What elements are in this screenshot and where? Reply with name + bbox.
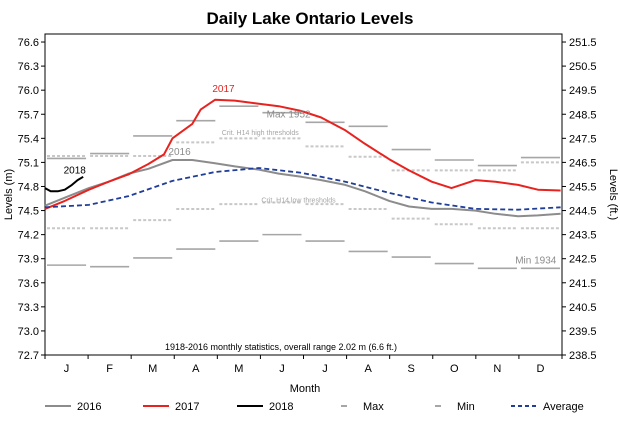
y-tick-label-left: 76.6 [18, 37, 39, 49]
y-tick-label-right: 243.5 [569, 230, 597, 242]
x-tick-label: F [106, 363, 113, 375]
y-tick-label-right: 244.5 [569, 206, 597, 218]
legend-label: 2016 [77, 401, 101, 413]
chart-title: Daily Lake Ontario Levels [207, 9, 414, 28]
x-tick-label: J [279, 363, 285, 375]
x-tick-label: A [192, 363, 200, 375]
y-tick-label-right: 251.5 [569, 37, 597, 49]
series-line-2018 [44, 175, 84, 193]
x-tick-label: J [322, 363, 328, 375]
label-2016: 2016 [168, 147, 191, 158]
y-tick-label-left: 75.1 [18, 157, 39, 169]
y-tick-label-left: 73.3 [18, 302, 39, 314]
y-tick-label-right: 241.5 [569, 278, 597, 290]
monthly-statistics [47, 105, 560, 270]
legend-label: Min [457, 401, 475, 413]
y-tick-label-left: 74.5 [18, 206, 39, 218]
y-tick-label-left: 74.8 [18, 181, 39, 193]
x-tick-label: A [364, 363, 372, 375]
y-tick-label-left: 73.0 [18, 326, 39, 338]
y-tick-label-left: 75.4 [18, 133, 39, 145]
y-tick-label-right: 246.5 [569, 157, 597, 169]
footnote: 1918-2016 monthly statistics, overall ra… [165, 342, 397, 352]
legend-label: Max [363, 401, 384, 413]
series-line-2017 [44, 98, 561, 210]
x-tick-label: O [450, 363, 459, 375]
y-axis-label-left: Levels (m) [3, 169, 15, 220]
y-tick-label-left: 72.7 [18, 350, 39, 362]
series-line-average [44, 167, 561, 211]
label-max-1952: Max 1952 [267, 109, 311, 120]
label-2017: 2017 [212, 84, 235, 95]
label-min-1934: Min 1934 [515, 256, 557, 267]
y-tick-label-right: 247.5 [569, 133, 597, 145]
y-tick-label-right: 242.5 [569, 254, 597, 266]
y-tick-label-left: 75.7 [18, 109, 39, 121]
x-tick-label: J [64, 363, 70, 375]
x-tick-label: D [536, 363, 544, 375]
y-tick-label-right: 249.5 [569, 85, 597, 97]
x-tick-label: N [493, 363, 501, 375]
legend-label: Average [543, 401, 584, 413]
series-line-2016 [44, 159, 561, 218]
y-tick-label-right: 245.5 [569, 181, 597, 193]
x-tick-label: M [234, 363, 243, 375]
label-2018: 2018 [64, 166, 87, 177]
left-axis: 72.7 73.0 73.3 73.6 73.9 74.2 74.5 74.8 75.1 75.4… [18, 37, 45, 362]
y-tick-label-left: 76.0 [18, 85, 39, 97]
legend-label: 2017 [175, 401, 199, 413]
y-tick-label-left: 74.2 [18, 230, 39, 242]
y-tick-label-right: 239.5 [569, 326, 597, 338]
y-axis-label-right: Levels (ft.) [607, 169, 619, 220]
label-crit-low: Crit. H14 low thresholds [261, 198, 336, 205]
annotations: 2017 2016 2018 Max 1952 Crit. H14 high thres… [64, 84, 557, 352]
right-axis: 238.5 239.5 240.5 241.5 242.5 243.5 244.5 245.5… [562, 37, 597, 362]
x-axis-label: Month [290, 383, 321, 395]
y-tick-label-left: 73.9 [18, 254, 39, 266]
plot-area [44, 33, 563, 356]
y-tick-label-left: 73.6 [18, 278, 39, 290]
x-tick-label: M [148, 363, 157, 375]
legend: 2016 2017 2018 Max Min Average [45, 401, 584, 413]
legend-label: 2018 [269, 401, 293, 413]
y-tick-label-right: 250.5 [569, 61, 597, 73]
label-crit-high: Crit. H14 high thresholds [222, 130, 300, 137]
y-tick-label-right: 238.5 [569, 350, 597, 362]
y-tick-label-left: 76.3 [18, 61, 39, 73]
y-tick-label-right: 240.5 [569, 302, 597, 314]
x-tick-label: S [408, 363, 415, 375]
y-tick-label-right: 248.5 [569, 109, 597, 121]
series-lines [44, 98, 561, 218]
